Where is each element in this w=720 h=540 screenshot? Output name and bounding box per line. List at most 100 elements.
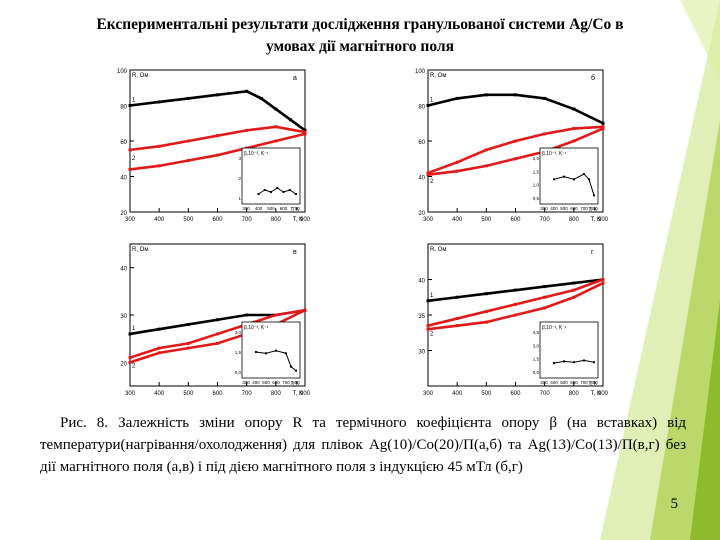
data-point bbox=[543, 295, 547, 299]
inset-data-point bbox=[553, 178, 555, 181]
x-tick-label: 500 bbox=[481, 217, 492, 223]
inset-data-point bbox=[563, 175, 565, 178]
inset-data-point bbox=[270, 191, 272, 193]
chart-a: 20 40 60 80 100 300 400 500 600 700 800 900 R, Ом T, … bbox=[117, 69, 311, 223]
data-point bbox=[216, 93, 219, 97]
data-point bbox=[572, 107, 576, 111]
data-point bbox=[186, 159, 190, 163]
y-tick-label: 40 bbox=[120, 176, 127, 182]
x-tick-label: 600 bbox=[510, 217, 521, 223]
y-tick-label: 40 bbox=[418, 279, 425, 285]
inset-x-tick-label: 400 bbox=[252, 380, 260, 385]
inset-data-point bbox=[593, 361, 595, 364]
inset-y-tick-label: 1,5 bbox=[235, 350, 242, 355]
inset-y-label: β,10⁻³, K⁻¹ bbox=[244, 325, 269, 331]
x-tick-label: 500 bbox=[183, 391, 194, 397]
y-tick-label: 20 bbox=[120, 211, 127, 217]
inset-y-tick-label: 4,5 bbox=[533, 330, 540, 335]
data-point bbox=[128, 167, 132, 171]
y-axis-label: R, Ом bbox=[430, 73, 446, 79]
data-point bbox=[303, 130, 307, 134]
data-point bbox=[601, 125, 605, 129]
slide-title: Експериментальні результати дослідження … bbox=[40, 14, 680, 58]
inset-y-label: β,10⁻³, K⁻¹ bbox=[542, 325, 567, 331]
data-point bbox=[186, 341, 190, 345]
caption-part-2: (на вставках) від температури(нагрівання… bbox=[40, 415, 687, 475]
data-point bbox=[128, 332, 132, 336]
inset-data-point bbox=[275, 349, 277, 352]
data-point bbox=[186, 346, 190, 350]
y-tick-label: 100 bbox=[117, 69, 128, 75]
inset-frame bbox=[241, 321, 301, 379]
inset-y-tick-label: 3,0 bbox=[235, 330, 242, 335]
data-point bbox=[543, 306, 547, 310]
data-point bbox=[572, 139, 576, 143]
x-tick-label: 800 bbox=[569, 217, 580, 223]
inset-x-tick-label: 300 bbox=[242, 380, 250, 385]
data-point bbox=[572, 281, 576, 285]
inset-data-point bbox=[583, 359, 585, 362]
inset-x-tick-label: 400 bbox=[550, 380, 558, 385]
y-tick-label: 100 bbox=[415, 69, 426, 75]
caption-beta: β bbox=[549, 415, 558, 431]
inset-x-tick-label: 700 bbox=[580, 206, 588, 211]
inset-x-tick-label: 300 bbox=[540, 380, 548, 385]
inset-y-tick-label: 3 bbox=[238, 156, 241, 161]
data-point bbox=[216, 341, 219, 345]
data-point bbox=[157, 164, 161, 168]
page-number: 5 bbox=[670, 496, 679, 512]
data-point bbox=[484, 309, 488, 313]
panel-label: в bbox=[293, 249, 297, 256]
data-point bbox=[455, 295, 459, 299]
data-point bbox=[157, 100, 161, 104]
data-point bbox=[601, 281, 605, 285]
data-point bbox=[601, 127, 605, 131]
data-point bbox=[157, 327, 161, 331]
inset-x-tick-label: 600 bbox=[570, 206, 578, 211]
inset-x-label: T, K bbox=[290, 381, 299, 387]
inset-series-line bbox=[553, 173, 595, 196]
x-tick-label: 600 bbox=[212, 391, 223, 397]
x-tick-label: 700 bbox=[242, 217, 253, 223]
inset-frame bbox=[539, 321, 599, 379]
data-point bbox=[543, 132, 547, 136]
inset-data-point bbox=[288, 189, 291, 191]
data-point bbox=[601, 121, 605, 125]
data-point bbox=[514, 93, 517, 97]
y-tick-label: 40 bbox=[418, 176, 425, 182]
inset-y-tick-label: 1,5 bbox=[533, 169, 540, 174]
y-axis-label: R, Ом bbox=[132, 247, 148, 253]
curve-label-1: 1 bbox=[430, 293, 434, 299]
inset-x-tick-label: 800 bbox=[590, 206, 598, 211]
x-tick-label: 900 bbox=[598, 217, 609, 223]
inset-y-label: β,10⁻³, K⁻¹ bbox=[244, 151, 269, 157]
y-tick-label: 35 bbox=[418, 314, 425, 320]
inset-y-tick-label: 1,0 bbox=[533, 183, 540, 188]
inset-x-tick-label: 400 bbox=[255, 206, 263, 211]
inset-x-tick-label: 300 bbox=[242, 206, 250, 211]
data-point bbox=[455, 160, 459, 164]
x-tick-label: 300 bbox=[423, 391, 434, 397]
inset-data-point bbox=[295, 193, 297, 195]
x-tick-label: 900 bbox=[598, 391, 609, 397]
curve-label-1: 1 bbox=[132, 98, 136, 104]
inset-x-tick-label: 800 bbox=[590, 380, 598, 385]
title-line-1: Експериментальні результати дослідження … bbox=[96, 16, 624, 33]
data-point bbox=[259, 96, 263, 100]
x-tick-label: 900 bbox=[300, 391, 311, 397]
data-point bbox=[216, 134, 219, 138]
inset-data-point bbox=[290, 365, 292, 368]
figure-caption: Рис. 8. Залежність зміни опору R та терм… bbox=[40, 412, 686, 478]
x-axis-label: T, K bbox=[293, 217, 303, 223]
inset-data-point bbox=[276, 187, 279, 189]
panel-label: г bbox=[591, 249, 594, 256]
y-tick-label: 30 bbox=[120, 314, 127, 320]
inset-x-tick-label: 700 bbox=[580, 380, 588, 385]
data-point bbox=[245, 89, 249, 93]
panel-label: б bbox=[591, 74, 595, 82]
x-tick-label: 900 bbox=[300, 217, 311, 223]
data-point bbox=[157, 351, 161, 355]
data-point bbox=[572, 295, 576, 299]
data-point bbox=[426, 324, 430, 328]
